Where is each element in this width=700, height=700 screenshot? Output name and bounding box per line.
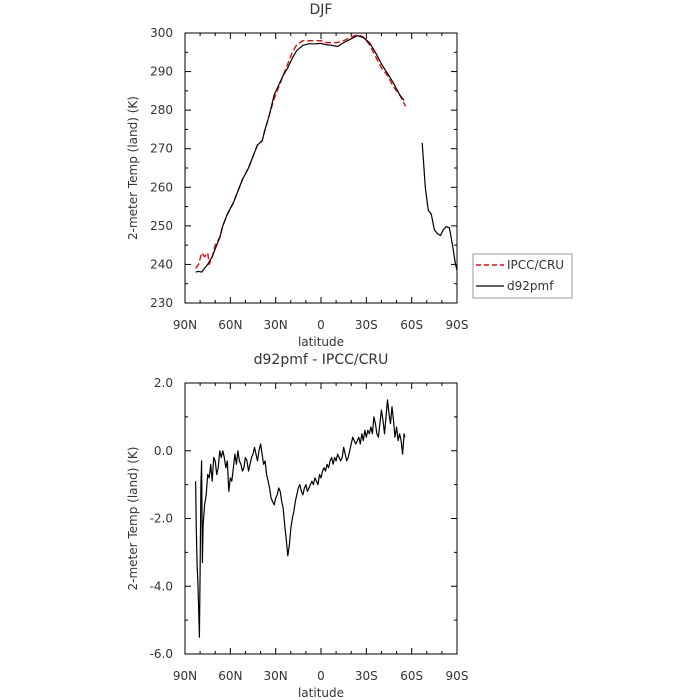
y-tick-label: 290 xyxy=(150,65,173,79)
y-tick-label: 280 xyxy=(150,103,173,117)
series-line-ipcc-cru-seg0 xyxy=(195,34,407,269)
x-axis-label: latitude xyxy=(298,686,344,700)
y-tick-label: 2.0 xyxy=(154,376,173,390)
y-tick-label: 230 xyxy=(150,296,173,310)
y-tick-label: 300 xyxy=(150,26,173,40)
plot-frame xyxy=(184,382,458,655)
series-line-difference-seg0 xyxy=(195,399,406,638)
y-axis-label: 2-meter Temp (land) (K) xyxy=(126,447,140,591)
x-tick-label: 60N xyxy=(218,318,242,332)
legend-label-ipcc-cru: IPCC/CRU xyxy=(507,258,564,272)
x-tick-label: 30N xyxy=(264,318,288,332)
x-tick-label: 30S xyxy=(355,669,378,683)
x-tick-label: 90S xyxy=(446,669,469,683)
legend-box xyxy=(472,253,573,299)
x-tick-label: 90N xyxy=(173,318,197,332)
legend: IPCC/CRU d92pmf xyxy=(472,253,573,299)
x-tick-label: 30N xyxy=(264,669,288,683)
x-tick-label: 60S xyxy=(400,318,423,332)
y-tick-label: 240 xyxy=(150,257,173,271)
series-line-d92pmf-seg1 xyxy=(421,142,458,271)
y-axis-label: 2-meter Temp (land) (K) xyxy=(126,96,140,240)
y-tick-label: 0.0 xyxy=(154,444,173,458)
x-tick-label: 90N xyxy=(173,669,197,683)
legend-label-d92pmf: d92pmf xyxy=(507,279,554,293)
x-tick-label: 90S xyxy=(446,318,469,332)
y-tick-label: -2.0 xyxy=(150,512,173,526)
y-tick-label: 270 xyxy=(150,142,173,156)
x-tick-label: 0 xyxy=(317,318,325,332)
panel-top-absolute: DJF 90N 60N 30N 0 30S 60S 90S latitude 230 240 250 2… xyxy=(126,2,468,349)
chart-title: DJF xyxy=(310,2,333,18)
x-tick-label: 30S xyxy=(355,318,378,332)
y-tick-label: -4.0 xyxy=(150,579,173,593)
x-tick-label: 0 xyxy=(317,669,325,683)
series-line-d92pmf-seg0 xyxy=(195,35,405,273)
chart-title: d92pmf - IPCC/CRU xyxy=(254,352,389,368)
x-tick-label: 60N xyxy=(218,669,242,683)
y-tick-label: 250 xyxy=(150,219,173,233)
panel-bottom-difference: d92pmf - IPCC/CRU 90N 60N 30N 0 30S 60S 90S lati… xyxy=(126,352,468,700)
x-axis-label: latitude xyxy=(298,335,344,349)
y-tick-label: 260 xyxy=(150,180,173,194)
plot-frame xyxy=(184,32,458,304)
y-tick-label: -6.0 xyxy=(150,647,173,661)
x-tick-label: 60S xyxy=(400,669,423,683)
